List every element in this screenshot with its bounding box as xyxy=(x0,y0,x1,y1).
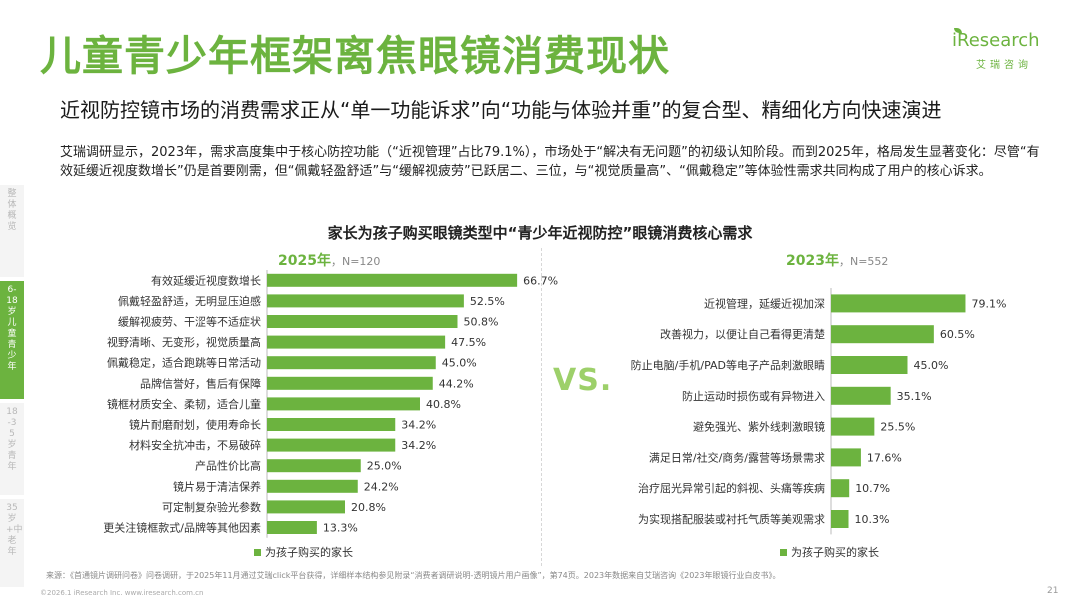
bar xyxy=(267,500,345,514)
side-tab-label: 6-18岁儿童青少年 xyxy=(6,285,18,372)
category-label: 防止运动时损伤或有异物进入 xyxy=(682,389,825,403)
category-label: 视野清晰、无变形，视觉质量高 xyxy=(107,335,261,349)
category-label: 材料安全抗冲击，不易破碎 xyxy=(129,438,261,452)
category-label: 满足日常/社交/商务/露营等场景需求 xyxy=(649,450,825,464)
bar xyxy=(267,273,518,287)
category-label: 品牌信誉好，售后有保障 xyxy=(140,376,261,390)
category-label: 防止电脑/手机/PAD等电子产品刺激眼睛 xyxy=(631,358,825,372)
panel-year: 2025年 xyxy=(278,253,331,269)
category-label: 改善视力，以便让自己看得更清楚 xyxy=(660,327,825,341)
category-label: 近视管理，延缓近视加深 xyxy=(704,296,825,310)
bar xyxy=(267,356,436,370)
value-label: 47.5% xyxy=(451,336,486,349)
value-label: 52.5% xyxy=(470,295,505,308)
legend-label: 为孩子购买的家长 xyxy=(791,546,879,559)
value-label: 60.5% xyxy=(940,328,975,341)
chart-2025: 有效延缓近视度数增长 66.7% 佩戴轻盈舒适，无明显压迫感 52.5% 缓解视疲劳、干… xyxy=(103,270,558,538)
side-tab-children[interactable]: 6-18岁儿童青少年 xyxy=(0,281,24,399)
category-label: 镜框材质安全、柔韧，适合儿童 xyxy=(107,397,261,411)
side-tab-overview[interactable]: 整体概览 xyxy=(0,185,24,277)
page-title: 儿童青少年框架离焦眼镜消费现状 xyxy=(40,32,670,80)
category-label: 为实现搭配服装或衬托气质等美观需求 xyxy=(638,512,825,526)
iresearch-logo: iResearch 艾瑞咨询 xyxy=(952,28,1056,74)
legend-2025: 为孩子购买的家长 xyxy=(254,544,353,560)
bar xyxy=(267,376,433,390)
bar xyxy=(831,417,875,436)
leaf-icon xyxy=(954,28,962,33)
value-label: 17.6% xyxy=(867,451,902,464)
bar xyxy=(267,479,358,493)
value-label: 45.0% xyxy=(914,359,949,372)
category-label: 缓解视疲劳、干涩等不适症状 xyxy=(118,315,261,329)
category-label: 有效延缓近视度数增长 xyxy=(151,273,261,287)
value-label: 50.8% xyxy=(464,316,499,329)
category-label: 佩戴稳定，适合跑跳等日常活动 xyxy=(107,356,261,370)
bar xyxy=(831,356,908,374)
logo-subtitle: 艾瑞咨询 xyxy=(976,60,1032,71)
side-tab-middle-aged[interactable]: 35岁+中老年 xyxy=(0,499,24,587)
value-label: 34.2% xyxy=(401,439,436,452)
bar xyxy=(831,479,850,498)
bar xyxy=(267,521,317,534)
legend-label: 为孩子购买的家长 xyxy=(265,546,353,559)
panel-sample: N=120 xyxy=(341,255,381,268)
category-label: 佩戴轻盈舒适，无明显压迫感 xyxy=(118,294,261,308)
panel-sample: N=552 xyxy=(849,255,889,268)
side-tab-label: 整体概览 xyxy=(7,189,17,232)
chart-title: 家长为孩子购买眼镜类型中“青少年近视防控”眼镜消费核心需求 xyxy=(327,224,753,242)
page-subtitle: 近视防控镜市场的消费需求正从“单一功能诉求”向“功能与体验并重”的复合型、精细化… xyxy=(60,98,942,122)
value-label: 25.0% xyxy=(367,460,402,473)
value-label: 40.8% xyxy=(426,398,461,411)
source-footnote: 来源：《首通镜片调研问卷》问卷调研，于2025年11月通过艾瑞click平台获得… xyxy=(46,571,781,580)
value-label: 10.3% xyxy=(855,513,890,526)
bar xyxy=(267,438,396,452)
value-label: 79.1% xyxy=(971,297,1006,310)
bar xyxy=(267,294,464,308)
category-label: 治疗屈光异常引起的斜视、头痛等疾病 xyxy=(638,481,825,495)
side-tab-label: 35岁+中老年 xyxy=(6,503,23,557)
panel-2025-header: 2025年，N=120 xyxy=(278,253,381,269)
bar xyxy=(831,510,849,528)
category-label: 镜片耐磨耐划，使用寿命长 xyxy=(129,418,261,432)
category-label: 更关注镜框款式/品牌等其他因素 xyxy=(103,521,261,535)
panel-year: 2023年 xyxy=(786,253,839,269)
logo-brand: iResearch xyxy=(952,30,1040,51)
legend-swatch xyxy=(780,548,787,556)
bar xyxy=(831,294,966,313)
bar xyxy=(267,397,420,411)
bar xyxy=(267,459,361,473)
value-label: 45.0% xyxy=(442,357,477,370)
category-label: 可定制复杂验光参数 xyxy=(162,500,261,514)
side-tab-label: 18-35岁青年 xyxy=(6,407,18,472)
category-label: 镜片易于清洁保养 xyxy=(173,479,261,493)
bar xyxy=(267,335,446,349)
bar xyxy=(831,386,891,405)
bar xyxy=(831,325,934,344)
vs-label: VS. xyxy=(553,363,613,398)
side-tab-youth[interactable]: 18-35岁青年 xyxy=(0,403,24,495)
category-label: 产品性价比高 xyxy=(195,459,261,473)
legend-2023: 为孩子购买的家长 xyxy=(780,544,879,560)
page-number: 21 xyxy=(1047,586,1059,596)
panel-2023-header: 2023年，N=552 xyxy=(786,253,889,269)
bar xyxy=(267,418,396,431)
value-label: 35.1% xyxy=(897,390,932,403)
copyright: ©2026.1 iResearch Inc. www.iresearch.com… xyxy=(40,589,204,597)
value-label: 13.3% xyxy=(323,522,358,535)
value-label: 24.2% xyxy=(364,480,399,493)
value-label: 25.5% xyxy=(880,421,915,434)
panel-divider xyxy=(541,248,542,566)
bar xyxy=(267,315,458,328)
value-label: 10.7% xyxy=(855,482,890,495)
value-label: 20.8% xyxy=(351,501,386,514)
category-label: 避免强光、紫外线刺激眼镜 xyxy=(693,420,825,434)
intro-paragraph: 艾瑞调研显示，2023年，需求高度集中于核心防控功能（“近视管理”占比79.1%… xyxy=(60,145,1040,179)
value-label: 44.2% xyxy=(439,377,474,390)
bar xyxy=(831,448,861,467)
value-label: 66.7% xyxy=(523,274,558,287)
value-label: 34.2% xyxy=(401,419,436,432)
chart-2023: 近视管理，延缓近视加深 79.1% 改善视力，以便让自己看得更清楚 60.5% 防止电脑… xyxy=(631,288,1006,535)
legend-swatch xyxy=(254,548,261,556)
